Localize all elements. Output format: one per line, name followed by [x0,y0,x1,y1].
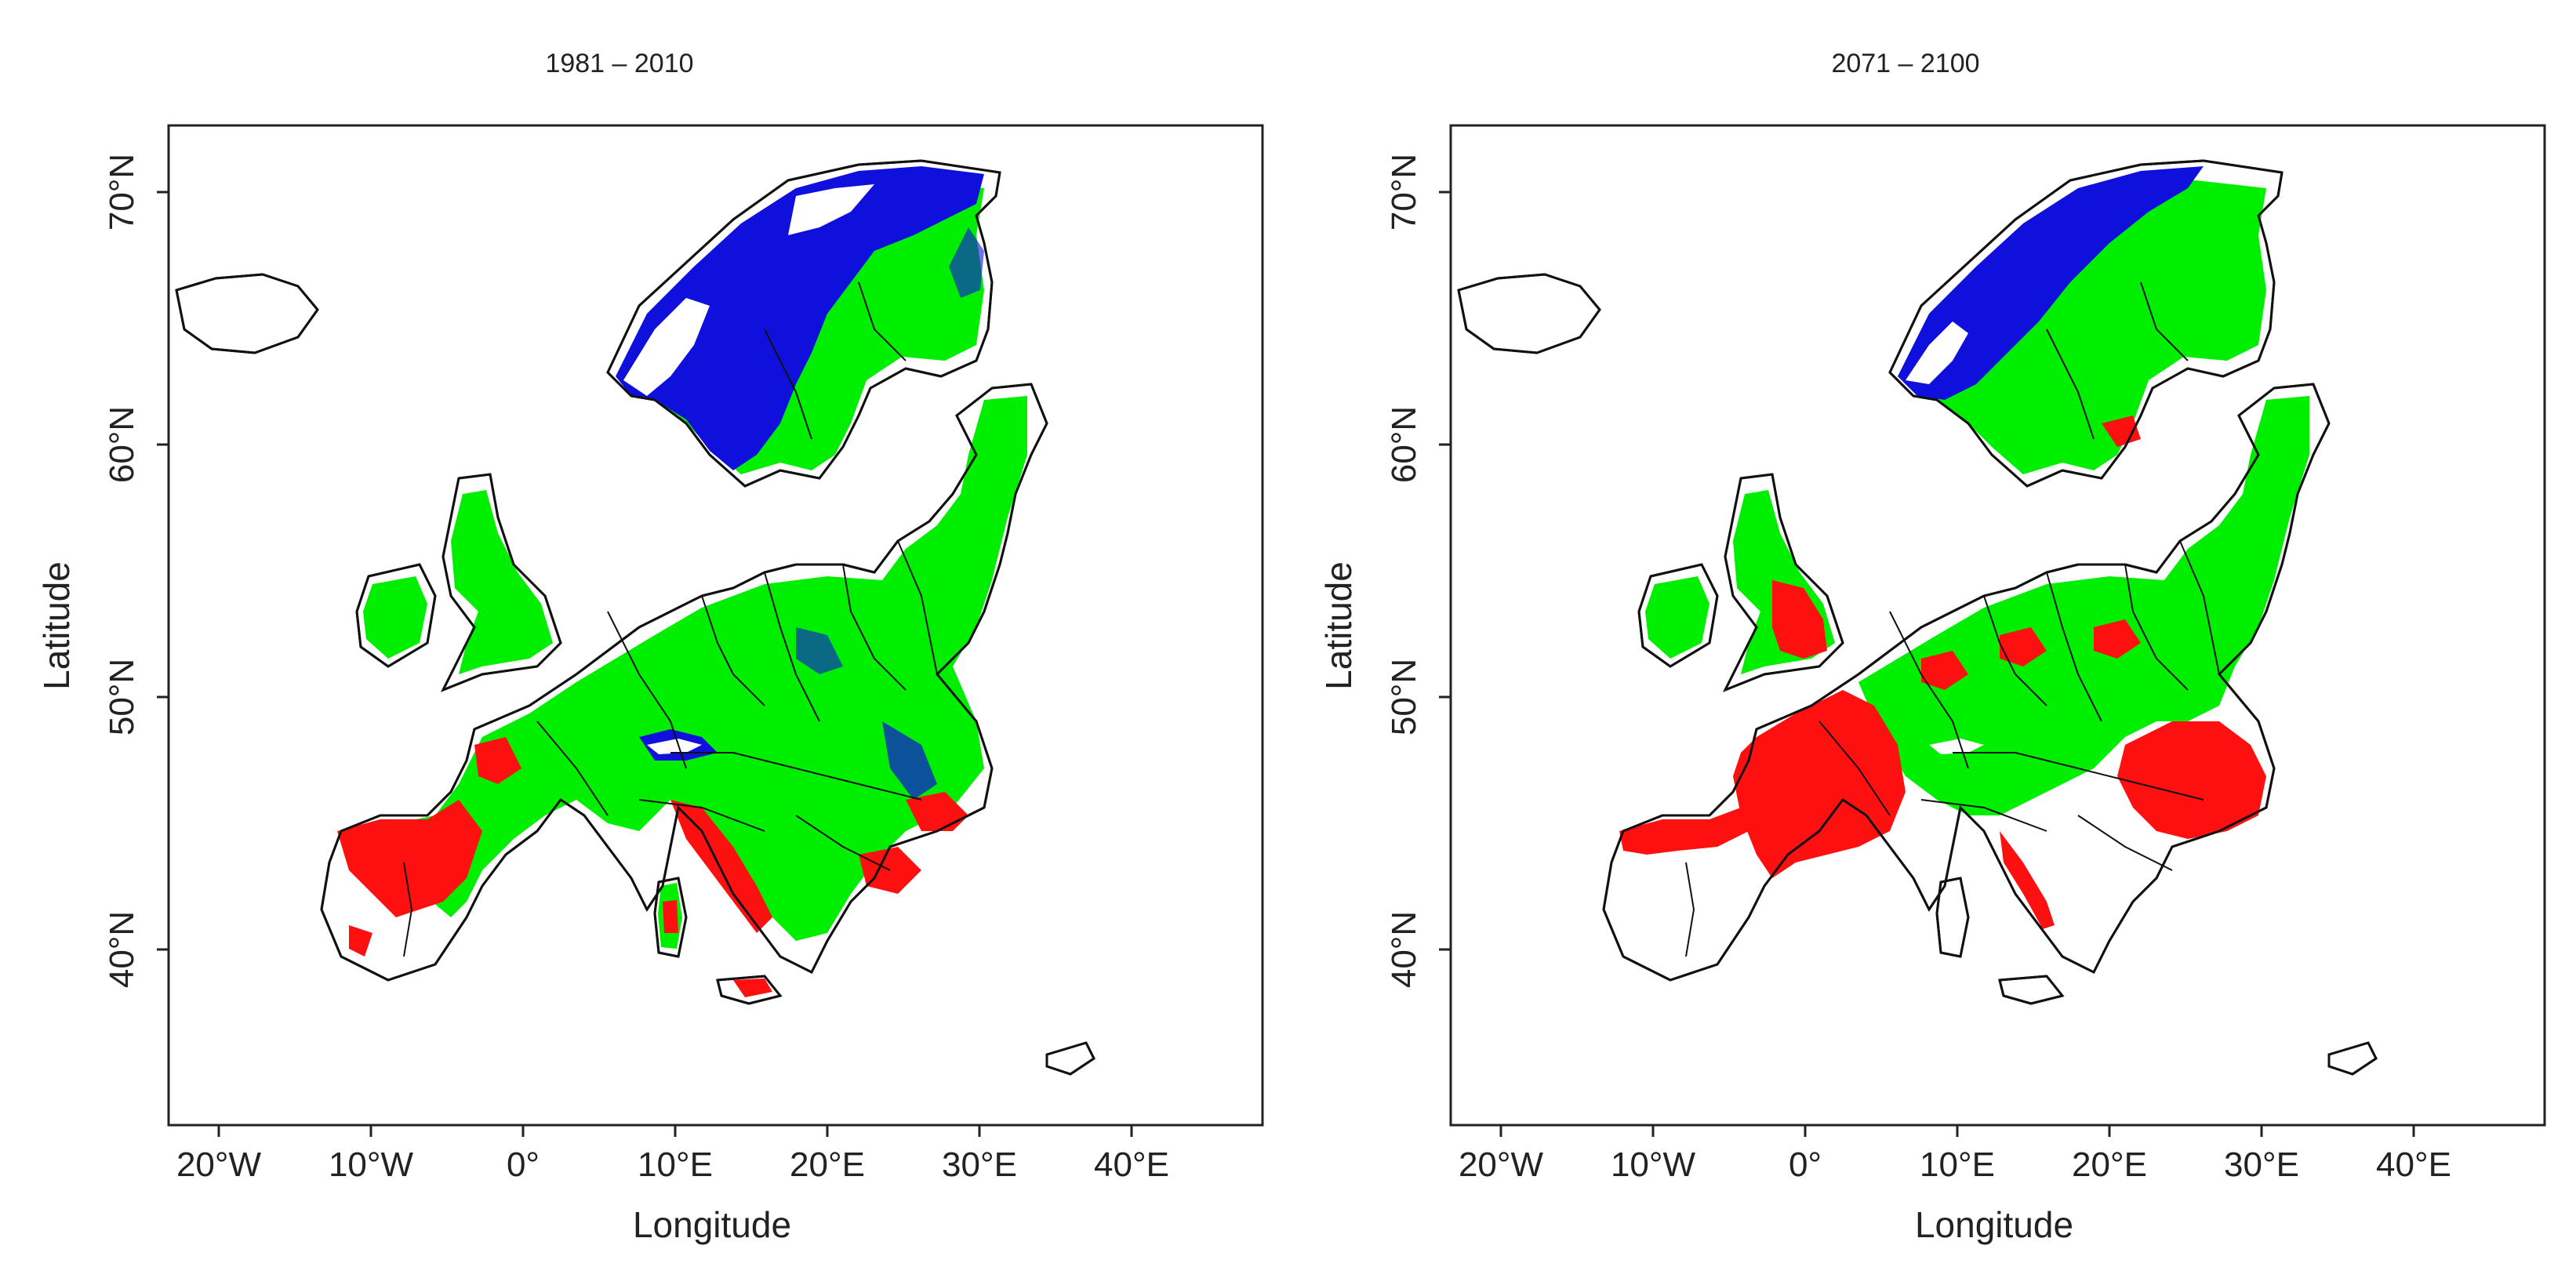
panel-title: 2071 – 2100 [1831,49,1979,78]
y-axis: 70°N 60°N 50°N 40°N Latitude [36,154,169,988]
x-tick-label: 20°E [790,1145,865,1184]
x-tick-label: 0° [507,1145,540,1184]
snow-zone [623,184,874,754]
x-tick-label: 10°E [638,1145,713,1184]
plot-frame [167,124,1264,1127]
y-axis: 70°N 60°N 50°N 40°N Latitude [1318,154,1451,988]
x-tick-label: 20°E [2072,1145,2147,1184]
y-tick-label: 40°N [1385,911,1423,988]
x-tick-label: 20°W [1459,1145,1544,1184]
x-tick-label: 0° [1789,1145,1822,1184]
map-area [1457,159,2378,1076]
y-tick-label: 50°N [103,659,141,735]
x-axis-label: Longitude [1915,1204,2073,1245]
x-axis: 20°W 10°W 0° 10°E 20°E 30°E 40°E Longitu… [1459,1125,2451,1245]
panel-1981-2010: 1981 – 2010 [36,49,1264,1245]
x-tick-label: 40°E [2376,1145,2451,1184]
panel-2071-2100: 2071 – 2100 [1318,49,2546,1245]
red-zone [337,737,968,997]
y-tick-label: 70°N [1385,154,1423,231]
y-tick-label: 40°N [103,911,141,988]
x-axis: 20°W 10°W 0° 10°E 20°E 30°E 40°E Longitu… [176,1125,1169,1245]
x-tick-label: 30°E [2224,1145,2299,1184]
x-tick-label: 10°W [329,1145,414,1184]
x-tick-label: 30°E [942,1145,1017,1184]
x-axis-label: Longitude [633,1204,791,1245]
y-tick-label: 60°N [1385,406,1423,483]
x-tick-label: 10°E [1920,1145,1995,1184]
snow-zone [1906,321,1984,754]
x-tick-label: 40°E [1094,1145,1169,1184]
panel-title: 1981 – 2010 [545,49,693,78]
y-axis-label: Latitude [1318,561,1359,690]
red-zone [1619,416,2266,929]
y-axis-label: Latitude [36,561,77,690]
x-tick-label: 10°W [1611,1145,1696,1184]
x-tick-label: 20°W [176,1145,262,1184]
blue-zone [1898,166,2204,400]
map-area [175,159,1095,1076]
plot-frame [1449,124,2546,1127]
y-tick-label: 70°N [103,154,141,231]
y-tick-label: 50°N [1385,659,1423,735]
y-tick-label: 60°N [103,406,141,483]
